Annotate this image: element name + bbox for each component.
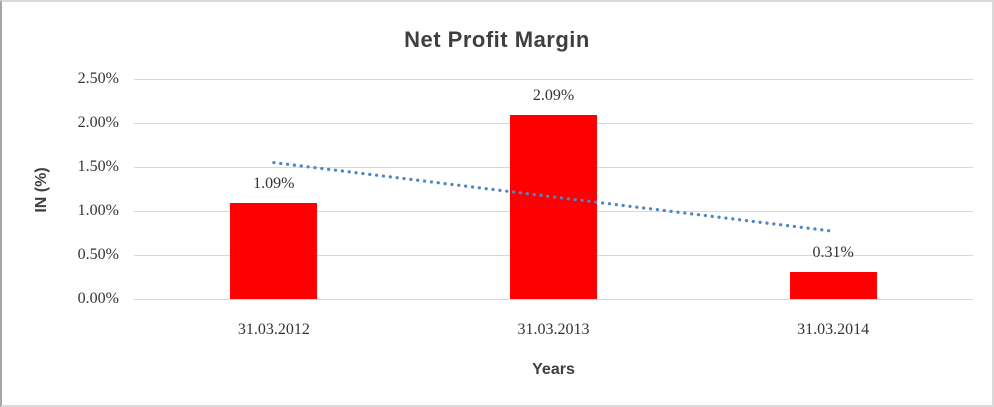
x-tick-label: 31.03.2014: [797, 321, 870, 338]
y-tick-label: 2.00%: [77, 114, 119, 131]
y-tick-label: 1.00%: [77, 202, 119, 219]
chart-title: Net Profit Margin: [404, 27, 590, 52]
bar: [230, 203, 318, 299]
x-tick-label: 31.03.2012: [237, 321, 310, 338]
bar: [789, 271, 877, 299]
bar-value-label: 1.09%: [253, 175, 295, 193]
gridline: [134, 78, 973, 80]
y-tick-label: 2.50%: [77, 70, 119, 87]
x-axis-title: Years: [532, 361, 575, 378]
gridline: [134, 298, 973, 300]
y-tick-label: 0.50%: [77, 246, 119, 263]
y-tick-label: 1.50%: [77, 158, 119, 175]
x-tick-label: 31.03.2013: [517, 321, 590, 338]
bar-value-label: 2.09%: [532, 87, 575, 105]
bar: [510, 115, 597, 299]
y-tick-label: 0.00%: [77, 290, 119, 307]
bar-value-label: 0.31%: [812, 243, 854, 261]
